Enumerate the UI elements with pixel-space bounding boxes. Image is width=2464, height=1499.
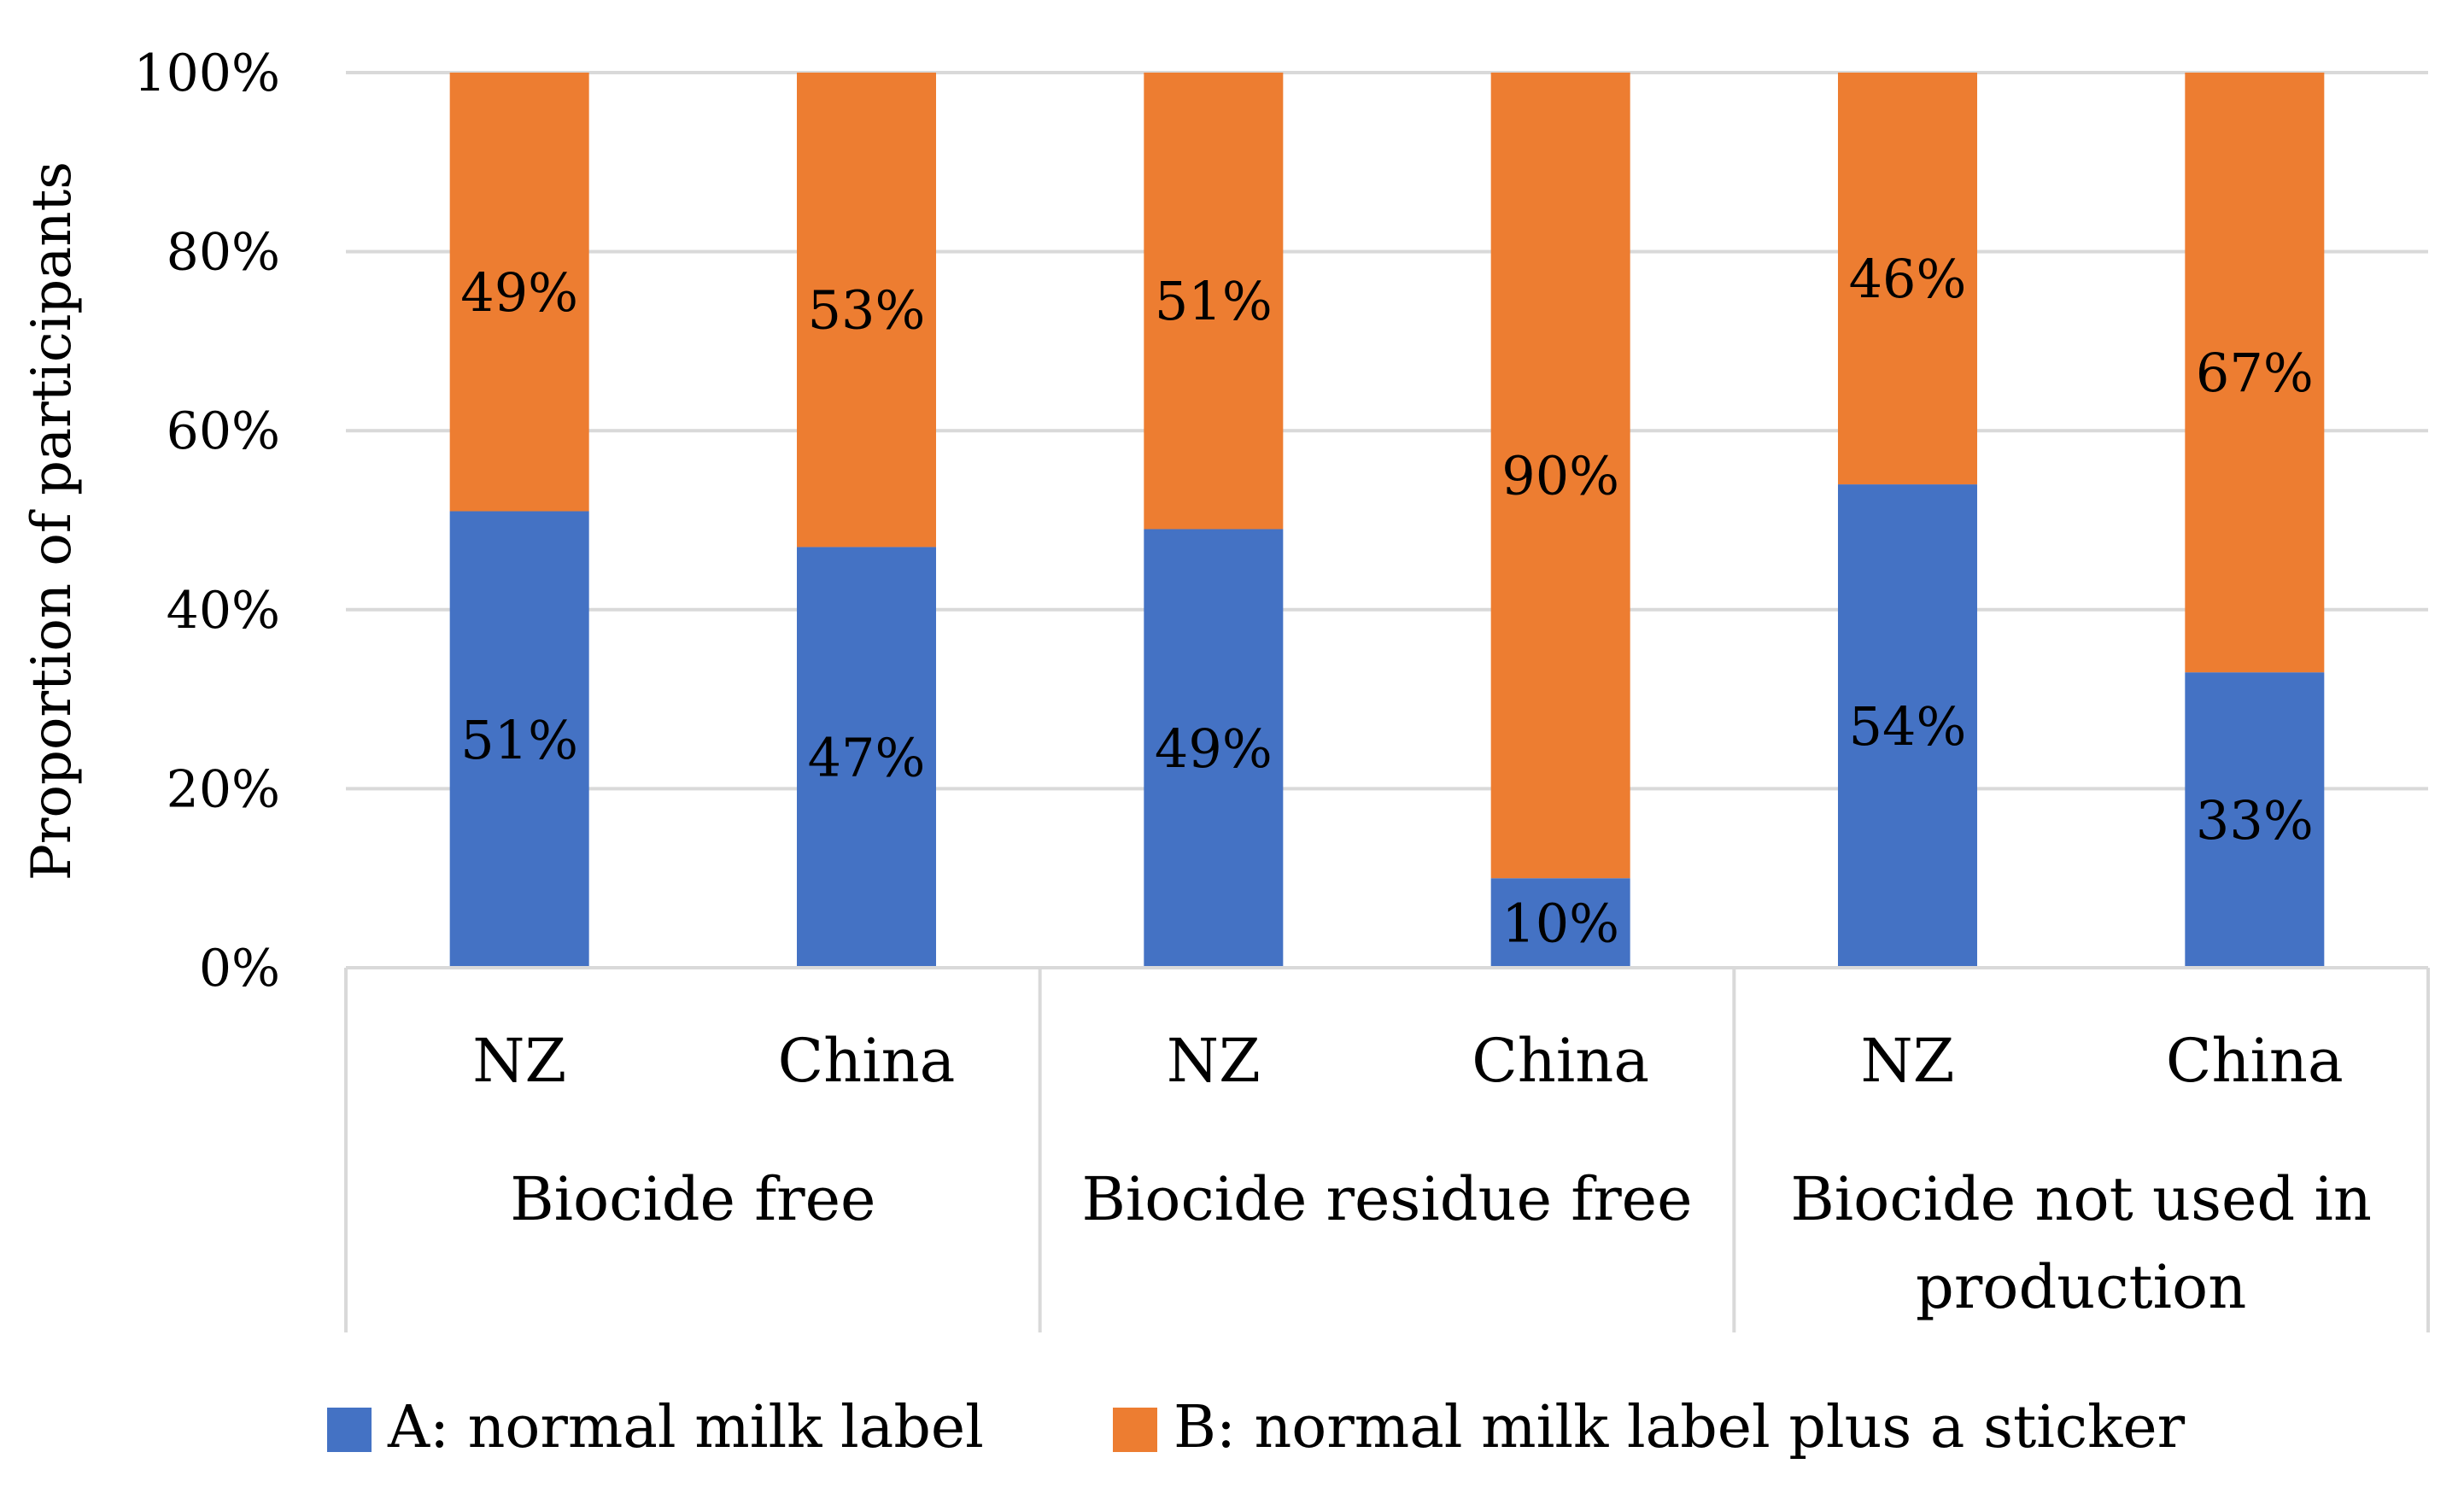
data-label: 49% [1155,717,1273,780]
gridlines [346,71,2428,969]
x-group-label: Biocide not used in [1790,1164,2372,1234]
bar-segment-b [797,73,936,547]
y-tick-label: 40% [167,581,280,641]
y-tick-label: 0% [199,939,280,998]
y-axis-ticks: 0% 20% 40% 60% 80% 100% [133,44,280,998]
bar-segment-b [2185,73,2325,673]
bar-segment-b [1490,73,1630,879]
x-category-label: China [2166,1026,2344,1096]
data-labels: 51% 49% 47% 53% 49% 51% 10% 90% 54% 46% 33% 67% [460,248,2313,955]
data-label: 47% [808,727,926,789]
bar-segment-a [449,511,589,968]
x-category-label: China [1472,1026,1649,1096]
data-label: 53% [808,279,926,342]
legend: A: normal milk label B: normal milk label… [327,1394,2186,1461]
y-axis-title: Proportion of participants [20,161,84,881]
x-group-label: production [1916,1252,2246,1322]
bars [449,73,2325,968]
bar-segment-b [449,73,589,512]
x-category-label: NZ [1861,1026,1955,1096]
data-label: 54% [1849,695,1967,758]
legend-swatch [1113,1408,1157,1452]
x-category-label: China [778,1026,956,1096]
y-tick-label: 100% [133,44,280,103]
bar-segment-a [1838,484,1977,968]
x-category-label: NZ [472,1026,566,1096]
bar-segment-a [2185,672,2325,968]
legend-label: B: normal milk label plus a sticker [1173,1394,2186,1461]
x-category-label: NZ [1167,1026,1261,1096]
bar-segment-a [797,547,936,968]
bar-segment-b [1144,73,1284,530]
x-axis: NZ China NZ China NZ China Biocide free Biocide… [344,966,2430,1332]
y-tick-label: 80% [167,223,280,283]
bar-segment-a [1490,878,1630,968]
y-tick-label: 20% [167,759,280,819]
x-group-label: Biocide residue free [1081,1164,1692,1234]
data-label: 10% [1501,893,1619,955]
data-label: 67% [2196,342,2314,404]
legend-swatch [327,1408,372,1452]
data-label: 46% [1849,248,1967,310]
legend-label: A: normal milk label [387,1394,984,1461]
bar-segment-b [1838,73,1977,485]
data-label: 49% [460,261,578,324]
y-tick-label: 60% [167,401,280,461]
data-label: 90% [1501,445,1619,507]
x-group-label: Biocide free [510,1164,875,1234]
data-label: 51% [460,709,578,771]
bar-segment-a [1144,529,1284,968]
data-label: 51% [1155,270,1273,332]
data-label: 33% [2196,789,2314,852]
